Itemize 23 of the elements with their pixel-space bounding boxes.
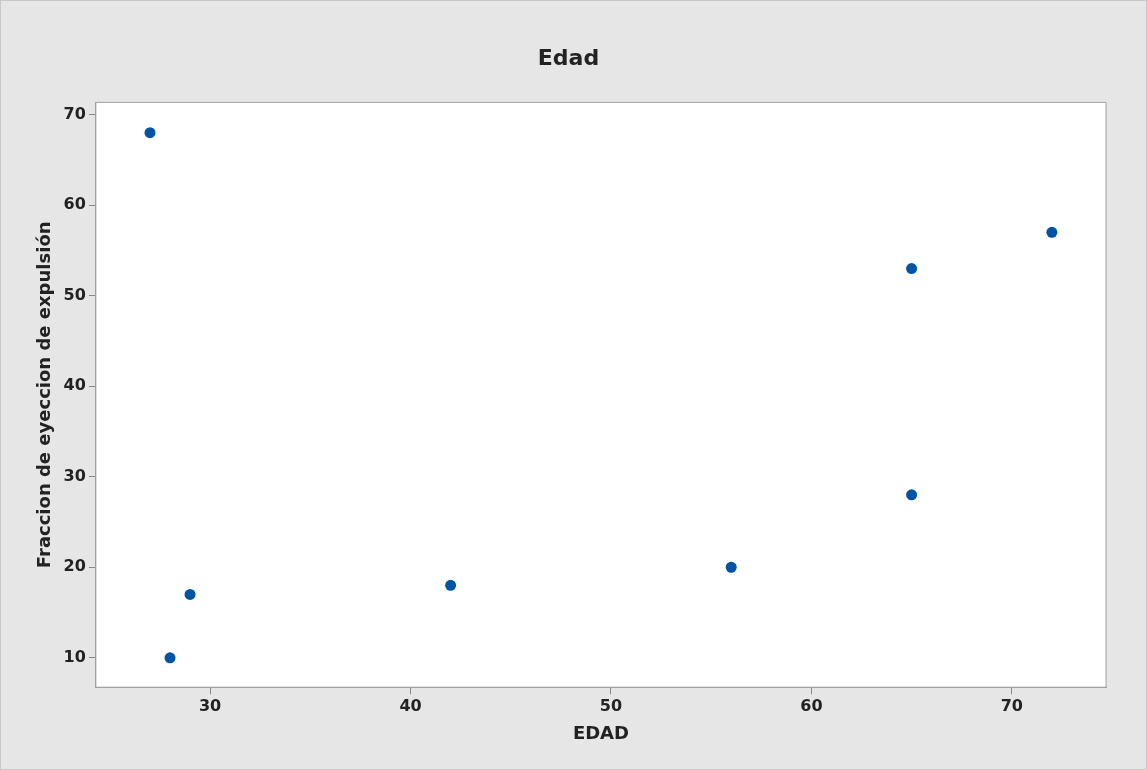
point bbox=[144, 127, 156, 139]
point bbox=[1046, 226, 1058, 238]
y-tick-label: 30 bbox=[63, 465, 86, 485]
x-tick-label: 50 bbox=[599, 695, 623, 715]
point bbox=[164, 652, 176, 664]
x-tick-label: 30 bbox=[198, 695, 222, 715]
point bbox=[725, 561, 737, 573]
point bbox=[906, 263, 918, 275]
x-tick-label: 60 bbox=[800, 695, 823, 715]
y-tick-label: 40 bbox=[63, 375, 86, 395]
x-axis-title: EDAD bbox=[572, 721, 629, 743]
y-tick-label: 50 bbox=[63, 284, 86, 304]
point bbox=[445, 579, 457, 591]
x-tick-label: 70 bbox=[1000, 695, 1023, 715]
y-tick-label: 70 bbox=[63, 103, 86, 123]
y-tick-label: 20 bbox=[63, 556, 86, 576]
point bbox=[906, 489, 918, 501]
y-tick-label: 10 bbox=[63, 646, 86, 666]
y-tick-label: 60 bbox=[63, 194, 86, 214]
x-tick-label: 40 bbox=[399, 695, 422, 715]
point bbox=[184, 588, 196, 600]
chart-title: Edad bbox=[537, 44, 600, 70]
y-axis-title: Fraccion de eyeccion de expulsión bbox=[33, 221, 55, 569]
